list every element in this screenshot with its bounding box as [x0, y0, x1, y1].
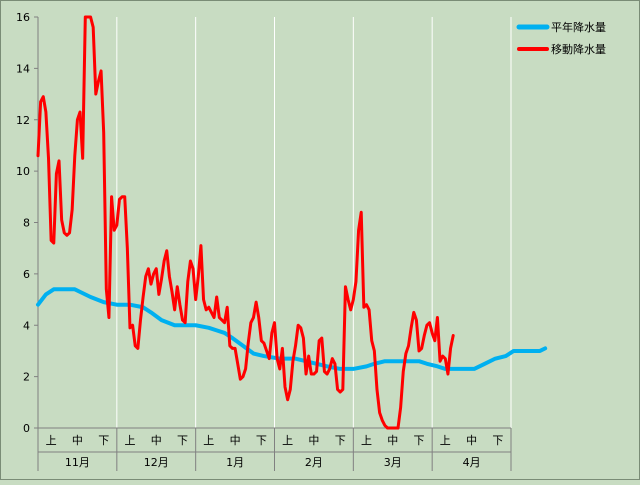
y-tick-label: 0	[23, 422, 30, 435]
x-month-label: 12月	[144, 456, 169, 469]
y-tick-label: 16	[16, 11, 30, 24]
x-tick-label: 下	[256, 434, 267, 447]
x-tick-label: 中	[387, 434, 398, 447]
series-layer	[36, 15, 548, 430]
y-tick-label: 8	[23, 217, 30, 230]
y-tick-label: 4	[23, 319, 30, 332]
x-tick-label: 下	[98, 434, 109, 447]
series-line-1	[36, 15, 455, 430]
y-tick-label: 2	[23, 371, 30, 384]
x-axis: 上 中 下 上 中 下 上 中 下 上 中 下 上 中 下 上 中 下 11月 12月 1月 2月 3月 4月	[37, 427, 512, 471]
x-tick-label: 下	[177, 434, 188, 447]
x-tick-label: 中	[72, 434, 83, 447]
x-tick-label: 下	[492, 434, 503, 447]
y-tick-label: 10	[16, 165, 30, 178]
x-tick-label: 上	[440, 434, 451, 447]
x-month-label: 4月	[463, 456, 481, 469]
series-line-0	[36, 287, 548, 371]
x-tick-label: 上	[361, 434, 372, 447]
x-tick-label: 中	[151, 434, 162, 447]
x-tick-label: 上	[203, 434, 214, 447]
x-month-label: 2月	[305, 456, 323, 469]
x-tick-label: 上	[282, 434, 293, 447]
x-tick-label: 中	[466, 434, 477, 447]
legend-label: 移動降水量	[551, 42, 606, 56]
x-tick-label: 中	[230, 434, 241, 447]
x-tick-label: 上	[124, 434, 135, 447]
x-tick-label: 中	[308, 434, 319, 447]
x-month-label: 3月	[384, 456, 402, 469]
y-tick-label: 6	[23, 268, 30, 281]
y-tick-label: 12	[16, 114, 30, 127]
x-month-label: 1月	[226, 456, 244, 469]
y-axis: 0 2 4 6 8 10 12 14 16	[16, 11, 39, 435]
legend-label: 平年降水量	[551, 20, 606, 34]
y-tick-label: 14	[16, 62, 30, 75]
x-tick-label: 上	[46, 434, 57, 447]
x-tick-label: 下	[335, 434, 346, 447]
x-month-label: 11月	[65, 456, 90, 469]
x-tick-label: 下	[414, 434, 425, 447]
